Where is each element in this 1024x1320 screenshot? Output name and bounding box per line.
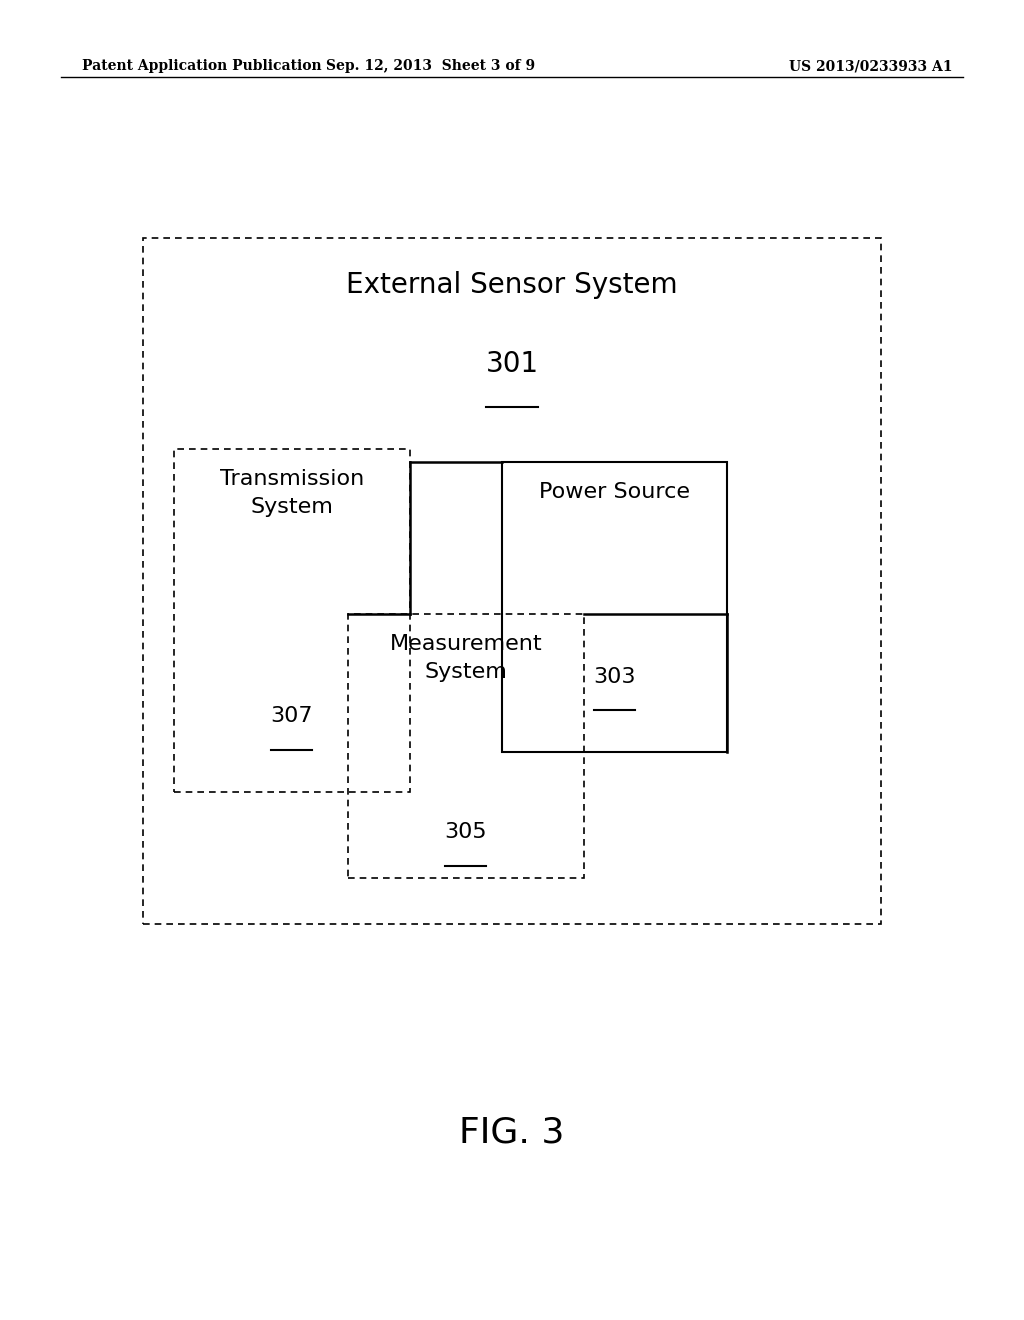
Text: Transmission
System: Transmission System	[220, 469, 364, 516]
Text: Power Source: Power Source	[539, 482, 690, 502]
Text: US 2013/0233933 A1: US 2013/0233933 A1	[788, 59, 952, 74]
Text: Patent Application Publication: Patent Application Publication	[82, 59, 322, 74]
Bar	[143, 238, 881, 924]
Text: 301: 301	[485, 350, 539, 378]
Bar	[174, 449, 410, 792]
Text: External Sensor System: External Sensor System	[346, 271, 678, 298]
Text: FIG. 3: FIG. 3	[460, 1115, 564, 1150]
Text: 307: 307	[270, 706, 313, 726]
Text: Sep. 12, 2013  Sheet 3 of 9: Sep. 12, 2013 Sheet 3 of 9	[326, 59, 535, 74]
Bar	[502, 462, 727, 752]
Text: 305: 305	[444, 822, 487, 842]
Text: 303: 303	[593, 667, 636, 686]
Bar	[348, 614, 584, 878]
Text: Measurement
System: Measurement System	[389, 634, 543, 681]
